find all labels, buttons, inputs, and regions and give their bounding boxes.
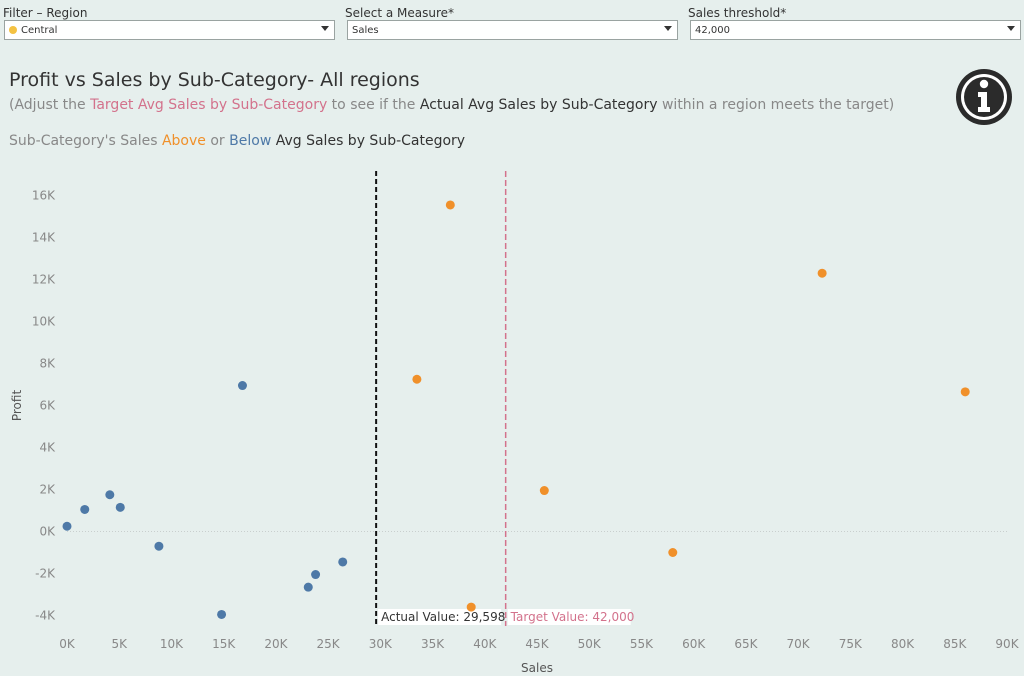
scatter-chart: -4K -2K 0K 2K 4K 6K 8K 10K 12K 14K 16K 0K 5K 10K 15K 20…: [10, 171, 1020, 675]
region-filter-label: Filter – Region: [3, 6, 88, 20]
x-tick-label: 15K: [212, 637, 236, 651]
chart-panel: Profit vs Sales by Sub-Category- All reg…: [3, 63, 1021, 676]
chevron-down-icon[interactable]: [1007, 26, 1015, 31]
data-point-above: [960, 387, 970, 397]
measure-select[interactable]: Sales: [347, 20, 678, 40]
y-tick-label: 8K: [39, 357, 56, 371]
chart-title: Profit vs Sales by Sub-Category- All reg…: [9, 69, 420, 91]
x-tick-label: 30K: [369, 637, 393, 651]
x-tick-label: 25K: [317, 637, 341, 651]
x-tick-label: 40K: [473, 637, 497, 651]
y-tick-label: 4K: [39, 441, 56, 455]
data-point-above: [445, 200, 455, 210]
data-point-below: [62, 521, 72, 531]
threshold-filter-label: Sales threshold*: [688, 6, 787, 20]
chevron-down-icon[interactable]: [664, 26, 672, 31]
legend-above: Above: [161, 133, 206, 149]
region-filter: Filter – Region: [3, 6, 87, 25]
actual-value-label: Actual Value: 29,598: [381, 610, 505, 624]
region-select[interactable]: Central: [4, 20, 335, 40]
x-tick-label: 35K: [421, 637, 445, 651]
region-color-dot: [9, 26, 17, 34]
chart-subtitle: (Adjust the Target Avg Sales by Sub-Cate…: [9, 97, 894, 113]
target-value-label: Target Value: 42,000: [510, 610, 635, 624]
x-tick-label: 10K: [160, 637, 184, 651]
y-tick-label: 14K: [32, 231, 56, 245]
subtitle-middle: to see if the: [327, 97, 420, 113]
threshold-select-value: 42,000: [695, 24, 730, 36]
info-icon[interactable]: [954, 67, 1014, 127]
subtitle-target-text: Target Avg Sales by Sub-Category: [90, 97, 328, 113]
x-tick-label: 85K: [943, 637, 967, 651]
x-tick-label: 0K: [59, 637, 76, 651]
data-point-below: [154, 541, 164, 551]
x-tick-label: 60K: [682, 637, 706, 651]
subtitle-actual-text: Actual Avg Sales by Sub-Category: [419, 97, 658, 113]
x-tick-label: 90K: [995, 637, 1019, 651]
filter-bar: Filter – Region Central Select a Measure…: [0, 0, 1024, 62]
measure-select-value: Sales: [352, 24, 379, 36]
y-tick-label: 0K: [39, 525, 56, 539]
legend-suffix: Avg Sales by Sub-Category: [271, 133, 466, 149]
data-point-above: [668, 548, 678, 557]
data-point-below: [237, 381, 247, 391]
threshold-select[interactable]: 42,000: [690, 20, 1021, 40]
data-point-below: [303, 582, 313, 592]
x-tick-label: 80K: [891, 637, 915, 651]
x-tick-label: 20K: [264, 637, 288, 651]
data-point-below: [115, 502, 125, 512]
measure-filter-label: Select a Measure*: [345, 6, 455, 20]
y-tick-label: 6K: [39, 399, 56, 413]
data-point-above: [412, 374, 422, 384]
y-tick-label: 12K: [32, 273, 56, 287]
chevron-down-icon[interactable]: [321, 26, 329, 31]
y-tick-label: 10K: [32, 315, 56, 329]
region-select-value: Central: [21, 24, 58, 36]
data-point-below: [217, 609, 227, 619]
x-tick-label: 50K: [578, 637, 602, 651]
y-tick-label: -4K: [35, 609, 56, 623]
legend-prefix: Sub-Category's Sales: [9, 133, 162, 149]
x-tick-label: 55K: [630, 637, 654, 651]
target-label-bg: [507, 609, 631, 625]
y-tick-label: 16K: [32, 189, 56, 203]
x-tick-label: 65K: [734, 637, 758, 651]
y-tick-label: -2K: [35, 567, 56, 581]
x-tick-label: 45K: [525, 637, 549, 651]
data-point-below: [311, 570, 321, 580]
subtitle-prefix: (Adjust the: [9, 97, 91, 113]
x-tick-label: 5K: [111, 637, 128, 651]
data-point-below: [338, 557, 348, 567]
actual-label-bg: [378, 609, 502, 625]
data-point-above: [539, 486, 549, 496]
data-point-above: [466, 602, 476, 612]
subtitle-suffix: within a region meets the target): [657, 97, 895, 113]
measure-filter: Select a Measure*: [345, 6, 454, 25]
legend-below: Below: [229, 133, 272, 149]
color-legend: Sub-Category's Sales Above or Below Avg …: [9, 133, 465, 149]
data-point-below: [105, 490, 115, 500]
legend-or: or: [205, 133, 230, 149]
data-point-above: [817, 268, 827, 278]
data-point-below: [80, 504, 90, 514]
y-axis-title: Profit: [10, 390, 24, 422]
x-tick-label: 70K: [787, 637, 811, 651]
x-axis-title: Sales: [521, 661, 553, 675]
x-tick-label: 75K: [839, 637, 863, 651]
y-tick-label: 2K: [39, 483, 56, 497]
threshold-filter: Sales threshold*: [688, 6, 786, 25]
